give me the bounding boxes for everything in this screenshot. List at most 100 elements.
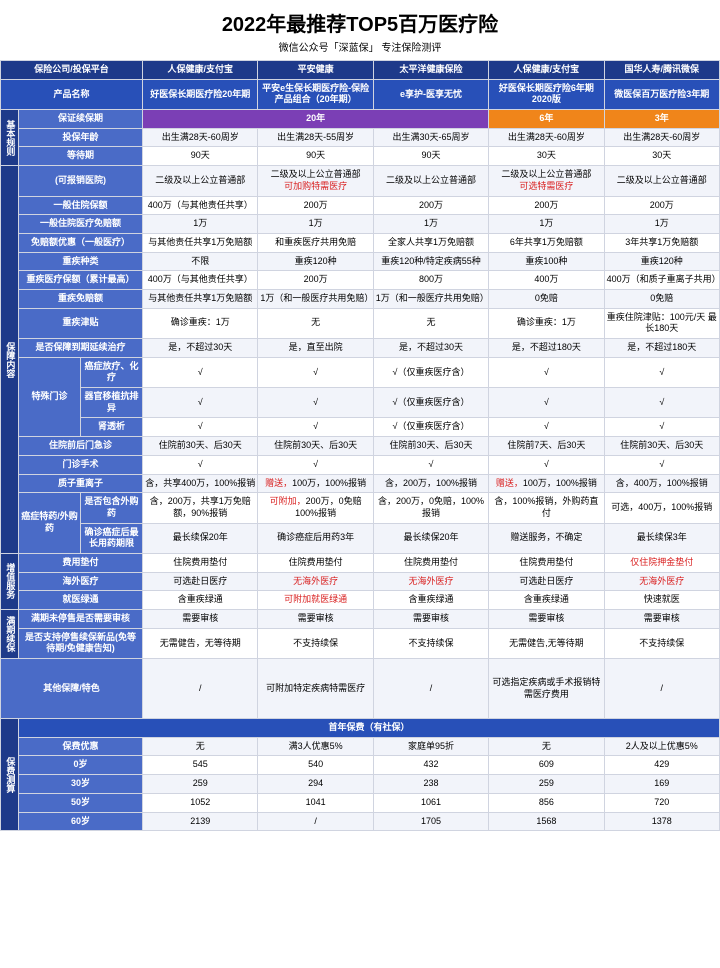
price-header: 首年保费（有社保） xyxy=(19,719,720,738)
cell: 1378 xyxy=(604,812,719,831)
cell: 是，不超过180天 xyxy=(604,339,719,358)
hdr-product: 产品名称 xyxy=(1,79,143,109)
cell: 与其他责任共享1万免赔额 xyxy=(143,233,258,252)
cell: 二级及以上公立普通部可选特需医疗 xyxy=(489,166,604,196)
cell: 1万 xyxy=(143,215,258,234)
cell: / xyxy=(258,812,373,831)
row-wait: 等待期 xyxy=(19,147,143,166)
cell: 无 xyxy=(373,308,488,338)
row-critical-ded: 重疾免赔额 xyxy=(19,289,143,308)
cell: 200万 xyxy=(604,196,719,215)
cell: 可选，400万，100%报销 xyxy=(604,493,719,523)
row-p50: 50岁 xyxy=(19,793,143,812)
section-value: 增值服务 xyxy=(1,553,19,609)
row-p60: 60岁 xyxy=(19,812,143,831)
cell: 出生满28天-60周岁 xyxy=(143,128,258,147)
company-1: 人保健康/支付宝 xyxy=(143,61,258,80)
cell: 是，不超过180天 xyxy=(489,339,604,358)
cell: 856 xyxy=(489,793,604,812)
cell: 住院前30天、后30天 xyxy=(143,437,258,456)
hdr-company: 保险公司/投保平台 xyxy=(1,61,143,80)
company-5: 国华人寿/腾讯微保 xyxy=(604,61,719,80)
product-5: 微医保百万医疗险3年期 xyxy=(604,79,719,109)
cell: 与其他责任共享1万免赔额 xyxy=(143,289,258,308)
cell: √（仅重疾医疗含） xyxy=(373,357,488,387)
cell: / xyxy=(373,659,488,719)
cell: 需要审核 xyxy=(258,610,373,629)
row-general-amt: 一般住院保额 xyxy=(19,196,143,215)
cell: 和重疾医疗共用免赔 xyxy=(258,233,373,252)
cell: 不支持续保 xyxy=(258,628,373,658)
row-surgery: 门诊手术 xyxy=(19,455,143,474)
cell: 不限 xyxy=(143,252,258,271)
cell: 二级及以上公立普通部 xyxy=(143,166,258,196)
cell: 无 xyxy=(489,737,604,756)
row-allowance: 重疾津贴 xyxy=(19,308,143,338)
product-2: 平安e生保长期医疗险-保险产品组合（20年期） xyxy=(258,79,373,109)
cell: 400万 xyxy=(489,271,604,290)
cell: 赠送服务，不确定 xyxy=(489,523,604,553)
row-green: 就医绿通 xyxy=(19,591,143,610)
cell: 赠送，100万，100%报销 xyxy=(258,474,373,493)
cell: 169 xyxy=(604,775,719,794)
cell: 住院前30天、后30天 xyxy=(373,437,488,456)
cell: √ xyxy=(604,388,719,418)
cell: √ xyxy=(604,455,719,474)
cell: 仅住院押金垫付 xyxy=(604,553,719,572)
row-critical-amt: 重疾医疗保额（累计最高） xyxy=(19,271,143,290)
cell: 无 xyxy=(143,737,258,756)
cell: 无 xyxy=(258,308,373,338)
cell: 2人及以上优惠5% xyxy=(604,737,719,756)
cell: √ xyxy=(489,455,604,474)
cell: 无海外医疗 xyxy=(604,572,719,591)
cell: / xyxy=(143,659,258,719)
cell: 720 xyxy=(604,793,719,812)
row-p30: 30岁 xyxy=(19,775,143,794)
row-drug-ext: 是否包含外购药 xyxy=(81,493,143,523)
cell: 需要审核 xyxy=(489,610,604,629)
cell: √ xyxy=(604,357,719,387)
cell: 无需健告,无等待期 xyxy=(489,628,604,658)
cell: 90天 xyxy=(143,147,258,166)
cell: / xyxy=(604,659,719,719)
cell: 含重疾绿通 xyxy=(143,591,258,610)
cell: 400万（与其他责任共享） xyxy=(143,271,258,290)
cell: 含，200万，100%报销 xyxy=(373,474,488,493)
cell: 90天 xyxy=(373,147,488,166)
row-special: 特殊门诊 xyxy=(19,357,81,436)
cell: 含重疾绿通 xyxy=(373,591,488,610)
cell: 609 xyxy=(489,756,604,775)
cell: 545 xyxy=(143,756,258,775)
cell: 可选指定疾病或手术报销特需医疗费用 xyxy=(489,659,604,719)
cell: √（仅重疾医疗含） xyxy=(373,418,488,437)
cell: 是，不超过30天 xyxy=(143,339,258,358)
cell: 重疾120种/特定疾病55种 xyxy=(373,252,488,271)
row-proton: 质子重离子 xyxy=(19,474,143,493)
cell: 二级及以上公立普通部可加购特需医疗 xyxy=(258,166,373,196)
product-1: 好医保长期医疗险20年期 xyxy=(143,79,258,109)
cell: 400万（和质子重离子共用） xyxy=(604,271,719,290)
cell: 家庭单95折 xyxy=(373,737,488,756)
guarantee-6: 6年 xyxy=(489,110,604,129)
company-3: 太平洋健康保险 xyxy=(373,61,488,80)
cell: 30天 xyxy=(604,147,719,166)
cell: 出生满28天-60周岁 xyxy=(604,128,719,147)
cell: 二级及以上公立普通部 xyxy=(373,166,488,196)
guarantee-3: 3年 xyxy=(604,110,719,129)
cell: √ xyxy=(489,388,604,418)
row-guarantee: 保证续保期 xyxy=(19,110,143,129)
cell: 最长续保3年 xyxy=(604,523,719,553)
cell: 住院前7天、后30天 xyxy=(489,437,604,456)
row-prepost: 住院前后门急诊 xyxy=(19,437,143,456)
cell: 满3人优惠5% xyxy=(258,737,373,756)
cell: √ xyxy=(258,357,373,387)
product-4: 好医保长期医疗险6年期2020版 xyxy=(489,79,604,109)
cell: 90天 xyxy=(258,147,373,166)
cell: 不支持续保 xyxy=(373,628,488,658)
cell: 确诊重疾：1万 xyxy=(489,308,604,338)
row-ded-pref: 免赔额优惠（一般医疗） xyxy=(19,233,143,252)
cell: 2139 xyxy=(143,812,258,831)
row-general-ded: 一般住院医疗免赔额 xyxy=(19,215,143,234)
cell: 最长续保20年 xyxy=(373,523,488,553)
cell: 二级及以上公立普通部 xyxy=(604,166,719,196)
